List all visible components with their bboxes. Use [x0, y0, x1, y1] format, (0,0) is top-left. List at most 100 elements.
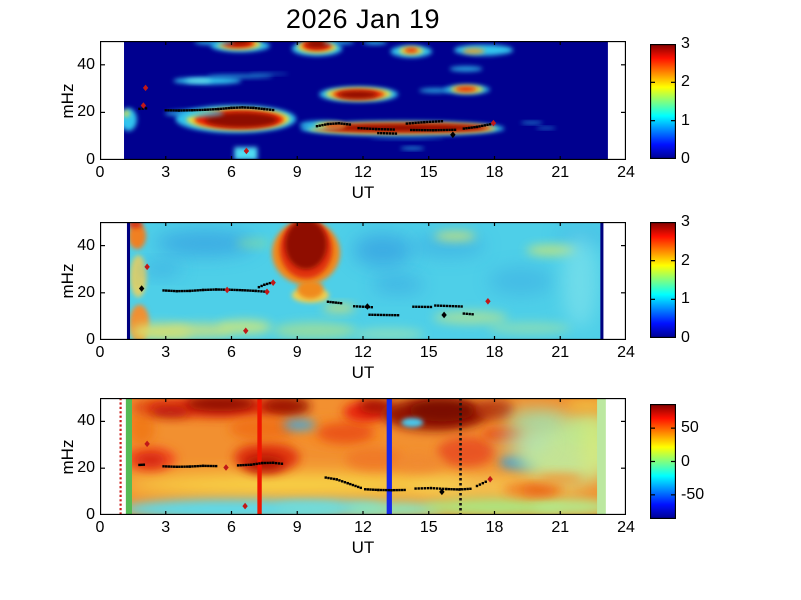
track-dot [330, 477, 333, 480]
track-dot [429, 129, 432, 132]
track-dot [478, 483, 482, 486]
track-dot [178, 289, 181, 293]
y-tick-label: 20 [77, 459, 95, 477]
colorbar [650, 222, 676, 338]
track-dot [323, 123, 327, 126]
track-dot [363, 488, 367, 491]
track-dot [429, 305, 433, 309]
track-dot [345, 123, 349, 126]
track-dot [138, 463, 141, 467]
heatmap-blob [154, 230, 256, 257]
heatmap-blob [273, 322, 357, 340]
spectrogram-panel-2 [100, 222, 626, 340]
x-tick-label: 21 [551, 164, 570, 181]
track-dot [257, 289, 260, 293]
track-dot [346, 481, 349, 485]
track-dot [337, 122, 341, 125]
track-dot [271, 108, 275, 112]
track-dot [377, 127, 381, 131]
track-dot [484, 480, 487, 483]
track-dot [277, 462, 281, 465]
track-dot [454, 305, 457, 308]
track-dot [196, 108, 199, 112]
track-dot [339, 301, 343, 305]
track-dot [411, 121, 414, 125]
heatmap-blob [150, 406, 190, 418]
x-tick-label: 0 [95, 344, 105, 361]
track-dot [366, 127, 369, 130]
heatmap-blob [140, 263, 183, 276]
track-dot [164, 465, 168, 468]
heatmap-blob [562, 233, 598, 329]
x-tick-label: 15 [419, 519, 438, 536]
track-dot [426, 120, 429, 124]
track-dot [440, 120, 444, 123]
track-dot [172, 465, 176, 468]
no-data-band [607, 41, 626, 160]
heatmap-blob [235, 238, 271, 248]
track-dot [257, 285, 261, 289]
track-dot [377, 488, 380, 492]
track-dot [417, 487, 420, 490]
spectrogram-panel-1 [100, 41, 626, 160]
track-dot [426, 128, 429, 132]
x-tick-label: 6 [227, 164, 236, 181]
heatmap-blob [185, 398, 256, 412]
track-dot [483, 124, 487, 127]
track-dot [475, 125, 479, 129]
track-dot [429, 120, 432, 124]
track-dot [442, 304, 446, 308]
no-data-band [100, 41, 125, 160]
colorbar-tick-label: 1 [681, 290, 690, 308]
track-dot [420, 128, 424, 132]
track-dot [144, 107, 148, 110]
track-dot [366, 488, 370, 491]
track-dot [448, 128, 451, 132]
track-dot [351, 483, 355, 487]
heatmap-blob [487, 322, 572, 335]
track-dot [212, 464, 215, 468]
heatmap-blob [353, 233, 413, 267]
heatmap-blob [130, 255, 147, 298]
heatmap-blob [229, 416, 300, 441]
track-dot [337, 301, 340, 305]
track-dot [448, 304, 452, 308]
track-dot [418, 305, 421, 309]
heatmap-blob [401, 417, 424, 428]
track-dot [167, 465, 171, 468]
track-dot [473, 126, 476, 129]
track-dot [414, 121, 417, 125]
track-dot [269, 108, 272, 111]
heatmap-blob [437, 436, 495, 468]
event-vertical-line [597, 398, 606, 515]
heatmap-blob [462, 48, 485, 54]
heatmap-blob [449, 65, 483, 72]
track-dot [204, 288, 207, 292]
track-dot [274, 461, 278, 465]
track-dot [481, 124, 484, 128]
track-dot [209, 108, 212, 111]
heatmap-blob [474, 399, 515, 421]
track-dot [385, 488, 388, 492]
figure-title: 2026 Jan 19 [285, 4, 441, 34]
track-dot [219, 107, 223, 111]
track-dot [178, 465, 181, 468]
track-dot [263, 283, 266, 286]
track-dot [458, 488, 461, 491]
axis-box [100, 41, 626, 160]
track-dot [361, 305, 365, 308]
track-dot [398, 488, 401, 492]
track-dot [374, 313, 377, 317]
diamond-marker [490, 119, 497, 127]
track-dot [233, 288, 236, 292]
track-dot [329, 300, 332, 304]
track-dot [268, 281, 272, 285]
heatmap-blob [434, 231, 476, 242]
track-dot [360, 127, 363, 130]
track-dot [452, 488, 456, 491]
track-dot [377, 131, 380, 135]
track-dot [204, 108, 207, 111]
track-dot [244, 463, 248, 467]
track-dot [140, 463, 143, 467]
track-dot [252, 463, 256, 466]
